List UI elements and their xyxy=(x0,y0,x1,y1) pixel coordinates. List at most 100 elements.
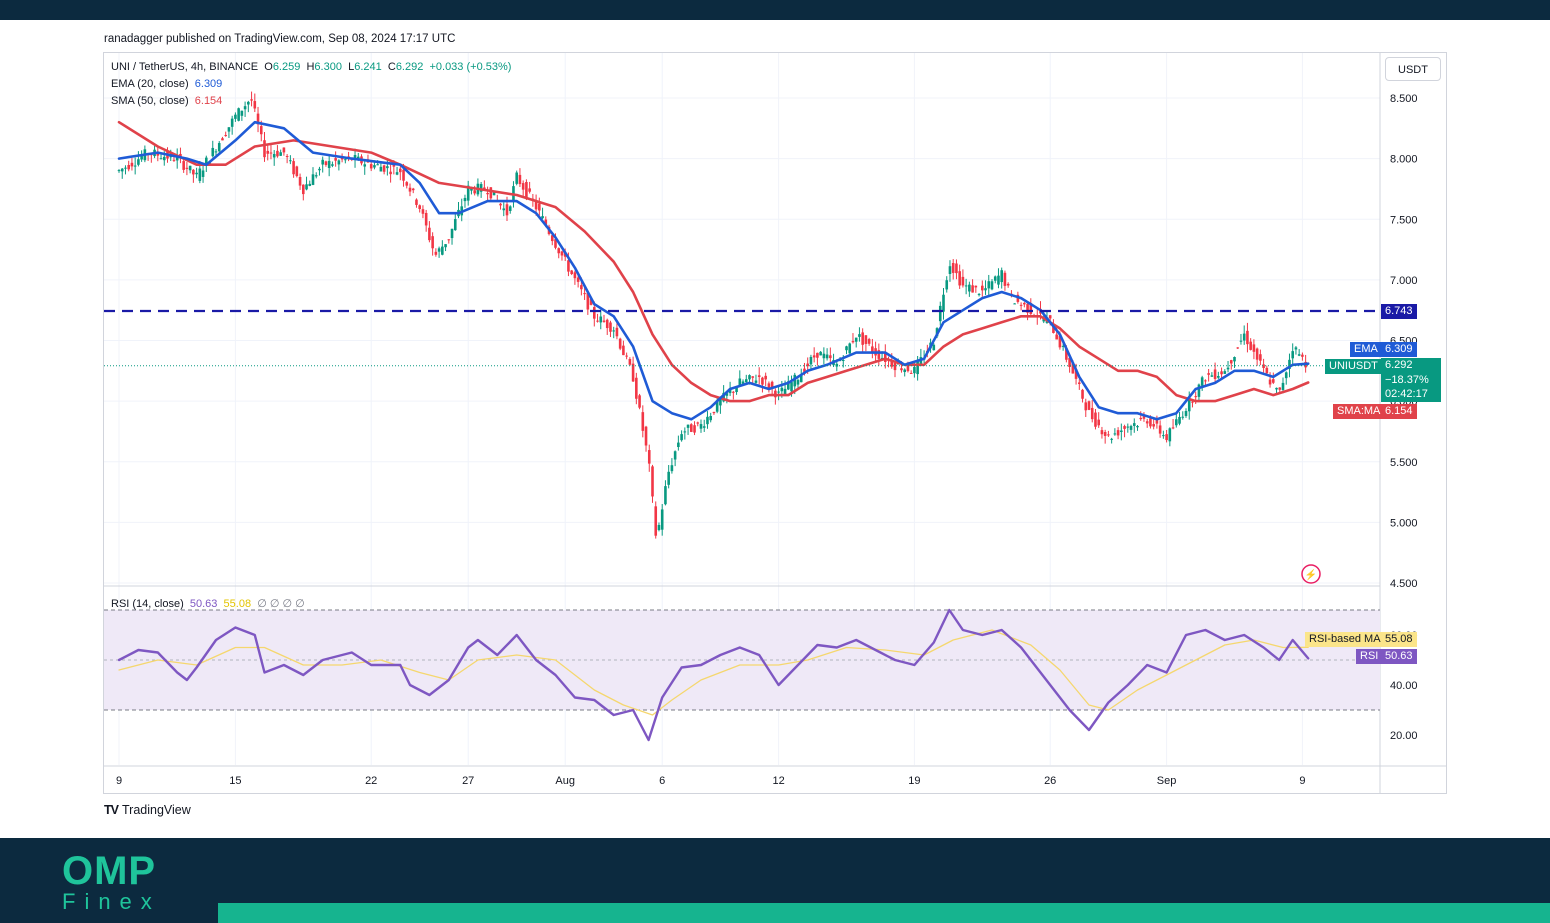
ema-line xyxy=(117,120,1310,421)
candle-body xyxy=(609,322,612,332)
rsi-axis-label: 40.00 xyxy=(1390,680,1418,692)
candle-body xyxy=(1152,424,1155,427)
candle-body xyxy=(884,352,887,362)
candle-body xyxy=(854,337,858,342)
candle-body xyxy=(124,167,127,169)
candle-body xyxy=(1229,360,1233,364)
price-axis-label: 7.500 xyxy=(1390,214,1418,226)
candle-body xyxy=(787,381,790,390)
candle-body xyxy=(1204,380,1207,382)
candle-body xyxy=(528,188,531,192)
candle-body xyxy=(732,391,735,393)
time-axis-label: 15 xyxy=(229,775,241,787)
candle-body xyxy=(971,285,974,293)
candle-body xyxy=(1252,344,1256,352)
price-axis-label: 7.000 xyxy=(1390,275,1418,287)
candle-body xyxy=(1145,421,1149,424)
candle-body xyxy=(1100,430,1104,435)
candle-body xyxy=(848,343,852,354)
time-axis-label: 27 xyxy=(462,775,474,787)
candle-body xyxy=(289,160,292,162)
candle-body xyxy=(521,183,525,190)
candle-body xyxy=(751,376,755,378)
candle-body xyxy=(829,355,832,359)
candle-body xyxy=(1272,379,1275,383)
candle-body xyxy=(434,251,438,255)
candle-body xyxy=(1006,283,1010,286)
rsi-axis-label: 20.00 xyxy=(1390,730,1418,742)
currency-button[interactable]: USDT xyxy=(1385,57,1441,81)
candle-body xyxy=(984,288,987,291)
candle-body xyxy=(651,466,654,497)
candle-body xyxy=(1158,425,1162,434)
candle-body xyxy=(182,161,185,170)
candle-body xyxy=(1103,432,1107,436)
candle-body xyxy=(871,346,874,353)
candle-body xyxy=(1087,401,1091,410)
candle-body xyxy=(1081,389,1084,399)
candle-body xyxy=(964,285,968,287)
candle-body xyxy=(932,344,936,351)
symbol-tag-label: UNIUSDT xyxy=(1325,359,1382,374)
candle-body xyxy=(754,380,758,383)
candle-body xyxy=(450,228,454,239)
candle-body xyxy=(1184,411,1188,416)
candle-body xyxy=(974,285,978,288)
candle-body xyxy=(1246,330,1249,345)
candle-body xyxy=(447,239,451,241)
rsi-ma-value-tag: 55.08 xyxy=(1381,632,1417,647)
candle-body xyxy=(1175,419,1178,426)
rsi-legend-value: 50.63 xyxy=(189,598,218,610)
candle-body xyxy=(660,509,664,530)
candle-body xyxy=(783,388,787,395)
candle-body xyxy=(508,206,512,211)
candle-body xyxy=(1058,335,1062,348)
candle-body xyxy=(1023,302,1026,305)
candle-body xyxy=(1262,364,1265,369)
ema-legend[interactable]: EMA (20, close) 6.309 xyxy=(111,78,222,90)
candle-body xyxy=(1213,369,1217,379)
candle-body xyxy=(909,372,913,374)
candle-body xyxy=(1120,430,1123,432)
candle-body xyxy=(234,114,237,119)
candle-body xyxy=(867,339,871,344)
candle-body xyxy=(589,298,593,305)
candle-body xyxy=(702,426,706,428)
candle-body xyxy=(402,169,405,181)
candle-body xyxy=(279,152,282,156)
candle-body xyxy=(664,486,667,505)
candle-body xyxy=(683,431,687,433)
candle-body xyxy=(1223,371,1227,374)
candle-body xyxy=(392,164,396,167)
candle-body xyxy=(1162,435,1165,437)
tv-logo-text: TradingView xyxy=(121,803,191,817)
last-price-tag: 6.292 −18.37% 02:42:17 xyxy=(1381,358,1441,402)
rsi-legend[interactable]: RSI (14, close) 50.63 55.08 ∅ ∅ ∅ ∅ xyxy=(111,597,305,610)
candle-body xyxy=(812,355,816,358)
candle-body xyxy=(906,362,910,372)
candle-body xyxy=(344,159,347,161)
candle-body xyxy=(819,351,822,356)
candle-body xyxy=(295,166,299,177)
candle-body xyxy=(690,424,693,432)
candle-body xyxy=(499,203,502,206)
candle-body xyxy=(205,157,208,165)
sma-legend[interactable]: SMA (50, close) 6.154 xyxy=(111,95,222,107)
candle-body xyxy=(741,381,745,384)
candle-body xyxy=(693,425,696,433)
price-axis-label: 4.500 xyxy=(1390,578,1418,590)
candle-body xyxy=(1278,387,1282,390)
candle-body xyxy=(502,208,506,211)
candle-body xyxy=(780,387,784,392)
candle-body xyxy=(505,204,509,216)
candle-body xyxy=(1078,382,1081,385)
candle-body xyxy=(195,172,198,175)
candle-body xyxy=(418,205,421,210)
candle-body xyxy=(1288,359,1291,370)
candle-body xyxy=(806,363,809,367)
time-axis-label: 26 xyxy=(1044,775,1056,787)
tradingview-logo[interactable]: TV TradingView xyxy=(104,803,191,817)
candle-body xyxy=(877,350,881,359)
candle-body xyxy=(696,422,700,424)
